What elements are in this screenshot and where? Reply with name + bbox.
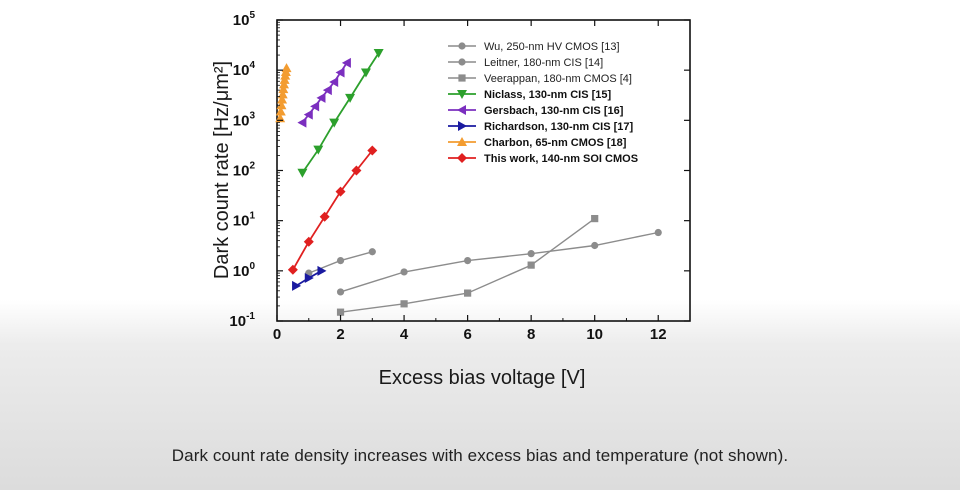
data-point	[527, 250, 535, 258]
data-point	[303, 236, 314, 247]
data-point	[278, 79, 289, 89]
legend-marker	[458, 58, 466, 66]
series-2	[336, 214, 599, 316]
legend-marker	[458, 121, 467, 131]
series-7	[287, 145, 378, 275]
series-line	[340, 231, 659, 293]
series-3	[297, 48, 384, 178]
x-tick-label: 6	[463, 326, 471, 343]
y-tick-label: 104	[233, 60, 256, 79]
data-point	[345, 93, 356, 103]
data-point	[360, 68, 371, 78]
data-point	[275, 106, 286, 116]
legend-marker	[458, 74, 466, 82]
legend-entry: Richardson, 130-nm CIS [17]	[448, 121, 633, 133]
data-point	[287, 264, 298, 275]
legend-entry: Niclass, 130-nm CIS [15]	[448, 89, 612, 101]
x-tick-label: 4	[400, 326, 409, 343]
y-tick-label: 101	[233, 211, 256, 230]
y-tick-label: 102	[233, 161, 256, 180]
x-tick-label: 10	[586, 326, 603, 343]
series-1	[336, 228, 662, 296]
legend-label: Leitner, 180-nm CIS [14]	[484, 57, 603, 69]
series-line	[292, 149, 374, 271]
legend-label: Charbon, 65-nm CMOS [18]	[484, 137, 627, 149]
legend-marker	[457, 153, 467, 163]
data-point	[464, 256, 472, 265]
data-point	[317, 265, 327, 276]
data-point	[336, 288, 345, 296]
legend-label: Niclass, 130-nm CIS [15]	[484, 89, 612, 101]
legend-entry: This work, 140-nm SOI CMOS	[448, 153, 638, 165]
legend-entry: Veerappan, 180-nm CMOS [4]	[448, 73, 632, 85]
data-point	[277, 89, 288, 99]
legend-entry: Wu, 250-nm HV CMOS [13]	[448, 41, 620, 53]
data-point	[322, 85, 332, 96]
data-point	[367, 145, 378, 156]
series-0	[305, 248, 376, 277]
legend-entry: Gersbach, 130-nm CIS [16]	[448, 105, 624, 117]
data-point	[336, 308, 345, 316]
legend-marker	[457, 90, 467, 99]
data-point	[278, 84, 289, 94]
data-point	[373, 48, 384, 58]
legend-marker	[457, 137, 467, 146]
data-point	[319, 211, 330, 222]
data-point	[297, 117, 307, 128]
data-point	[368, 248, 376, 256]
x-tick-label: 8	[527, 326, 535, 343]
x-axis-title: Excess bias voltage [V]	[379, 367, 586, 389]
legend-entry: Charbon, 65-nm CMOS [18]	[448, 137, 627, 149]
data-point	[281, 63, 292, 73]
data-point	[276, 100, 287, 110]
x-tick-label: 2	[336, 326, 344, 343]
y-tick-label: 100	[233, 261, 256, 280]
data-point	[329, 118, 340, 128]
y-axis-title: Dark count rate [Hz/μm²]	[211, 61, 233, 279]
data-point	[591, 214, 599, 223]
legend-marker	[457, 105, 466, 115]
y-tick-label: 105	[233, 10, 256, 29]
data-point	[654, 228, 662, 237]
data-point	[304, 272, 314, 283]
y-tick-label: 10-1	[229, 311, 255, 330]
data-point	[277, 94, 288, 104]
data-point	[335, 186, 346, 197]
data-point	[329, 77, 339, 88]
legend-label: This work, 140-nm SOI CMOS	[484, 153, 638, 165]
data-point	[464, 289, 472, 297]
legend-marker	[458, 42, 466, 50]
data-point	[303, 109, 313, 120]
data-point	[297, 168, 308, 178]
data-point	[351, 165, 362, 176]
data-point	[316, 92, 326, 103]
data-point	[313, 145, 324, 155]
legend-label: Richardson, 130-nm CIS [17]	[484, 121, 633, 133]
series-line	[340, 218, 596, 313]
series-5	[292, 265, 327, 291]
data-point	[335, 67, 345, 78]
data-point	[527, 261, 535, 269]
data-point	[336, 256, 345, 265]
x-tick-label: 12	[650, 326, 667, 343]
legend-label: Wu, 250-nm HV CMOS [13]	[484, 41, 620, 53]
legend-entry: Leitner, 180-nm CIS [14]	[448, 57, 603, 69]
data-point	[310, 101, 320, 112]
legend-label: Gersbach, 130-nm CIS [16]	[484, 105, 624, 117]
data-point	[400, 268, 408, 276]
data-point	[292, 280, 302, 291]
x-tick-label: 0	[273, 326, 281, 343]
series-4	[297, 57, 351, 128]
legend-label: Veerappan, 180-nm CMOS [4]	[484, 73, 632, 85]
data-point	[591, 241, 599, 250]
data-point	[341, 57, 351, 68]
y-tick-label: 103	[233, 110, 256, 129]
data-point	[400, 300, 408, 308]
slide-caption: Dark count rate density increases with e…	[171, 446, 789, 465]
